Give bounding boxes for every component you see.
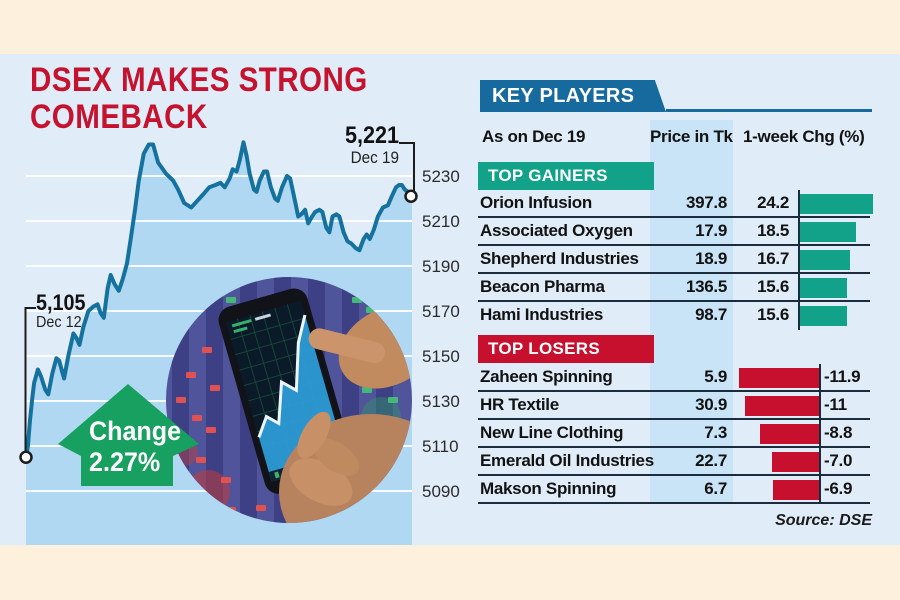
y-axis-tick-label: 5110 (422, 437, 459, 456)
company-name: Shepherd Industries (480, 249, 639, 268)
company-name: Zaheen Spinning (480, 367, 613, 386)
table-row: New Line Clothing 7.3 -8.8 (478, 420, 870, 448)
change-up-arrow (58, 384, 199, 486)
y-axis-tick-label: 5150 (422, 347, 460, 366)
company-name: Emerald Oil Industries (480, 451, 654, 470)
column-header-change: 1-week Chg (%) (743, 127, 865, 146)
change-value: 15.6 (757, 277, 789, 296)
table-row: Makson Spinning 6.7 -6.9 (478, 476, 870, 504)
change-value: -8.8 (824, 423, 853, 442)
change-bar (800, 250, 850, 270)
company-name: Associated Oxygen (480, 221, 633, 240)
change-value: -11 (824, 395, 847, 414)
change-bar (760, 424, 820, 444)
price-value: 98.7 (695, 305, 727, 324)
chart-line (24, 140, 413, 460)
source-credit: Source: DSE (775, 512, 872, 529)
start-date: Dec 12 (36, 314, 82, 331)
change-value: 15.6 (757, 305, 789, 324)
table-row: Zaheen Spinning 5.9 -11.9 (478, 364, 870, 392)
start-marker (19, 450, 33, 464)
change-bar (772, 452, 820, 472)
change-value: -11.9 (824, 367, 861, 386)
page-title: DSEX MAKES STRONG COMEBACK (30, 62, 368, 136)
top-losers-banner: TOP LOSERS (478, 335, 654, 363)
end-date: Dec 19 (350, 148, 399, 167)
company-name: Hami Industries (480, 305, 604, 324)
change-bar (800, 306, 847, 326)
y-axis-tick-label: 5230 (422, 167, 460, 186)
price-value: 5.9 (704, 367, 727, 386)
table-row: Beacon Pharma 136.5 15.6 (478, 274, 870, 302)
column-header-price: Price in Tk (650, 127, 733, 146)
price-value: 6.7 (704, 479, 727, 498)
key-players-banner: KEY PLAYERS (480, 80, 666, 112)
top-cream-band (0, 0, 900, 54)
end-annotation: 5,221 Dec 19 (344, 122, 399, 168)
change-bar (800, 278, 847, 298)
end-value: 5,221 (344, 122, 399, 149)
y-axis-tick-label: 5130 (422, 392, 460, 411)
table-row: Emerald Oil Industries 22.7 -7.0 (478, 448, 870, 476)
change-value: 18.5 (757, 221, 789, 240)
table-row: Hami Industries 98.7 15.6 (478, 302, 870, 330)
change-value: 24.2 (757, 193, 789, 212)
y-axis-tick-label: 5210 (422, 212, 460, 231)
change-bar (800, 222, 856, 242)
price-value: 7.3 (704, 423, 727, 442)
price-value: 22.7 (695, 451, 727, 470)
table-row: HR Textile 30.9 -11 (478, 392, 870, 420)
top-gainers-banner: TOP GAINERS (478, 162, 654, 190)
company-name: Makson Spinning (480, 479, 617, 498)
key-players-panel: KEY PLAYERS As on Dec 19 Price in Tk 1-w… (450, 54, 900, 545)
change-bar (739, 368, 820, 388)
company-name: Beacon Pharma (480, 277, 605, 296)
change-bar (745, 396, 820, 416)
start-bracket (24, 307, 36, 452)
change-bar (800, 194, 873, 214)
company-name: Orion Infusion (480, 193, 592, 212)
price-value: 136.5 (685, 277, 727, 296)
end-marker (404, 189, 418, 203)
change-word: Change (89, 416, 182, 446)
start-annotation: 5,105 Dec 12 (36, 292, 86, 332)
y-axis-tick-label: 5170 (422, 302, 460, 321)
losers-bar-baseline (819, 364, 821, 504)
page-title-line1: DSEX MAKES STRONG (30, 61, 368, 99)
price-column-stripe (650, 120, 733, 502)
change-bar (773, 480, 820, 500)
change-percent: 2.27% (89, 447, 161, 477)
price-value: 397.8 (685, 193, 727, 212)
change-value: -7.0 (824, 451, 853, 470)
key-players-title: KEY PLAYERS (492, 85, 635, 107)
table-row: Associated Oxygen 17.9 18.5 (478, 218, 870, 246)
table-row: Shepherd Industries 18.9 16.7 (478, 246, 870, 274)
bottom-cream-band (0, 545, 900, 600)
gainers-bar-baseline (798, 190, 800, 330)
company-name: HR Textile (480, 395, 559, 414)
y-axis-tick-label: 5190 (422, 257, 460, 276)
column-header-date: As on Dec 19 (482, 127, 586, 146)
company-name: New Line Clothing (480, 423, 624, 442)
change-label: Change 2.27% (89, 416, 181, 478)
price-value: 17.9 (695, 221, 727, 240)
table-row: Orion Infusion 397.8 24.2 (478, 190, 873, 218)
change-value: 16.7 (757, 249, 789, 268)
banner-rule (666, 109, 872, 112)
y-axis-tick-label: 5090 (422, 482, 460, 501)
page-title-line2: COMEBACK (30, 98, 208, 136)
change-value: -6.9 (824, 479, 853, 498)
start-value: 5,105 (36, 290, 86, 315)
price-value: 18.9 (695, 249, 727, 268)
price-value: 30.9 (695, 395, 727, 414)
end-bracket (399, 142, 415, 192)
